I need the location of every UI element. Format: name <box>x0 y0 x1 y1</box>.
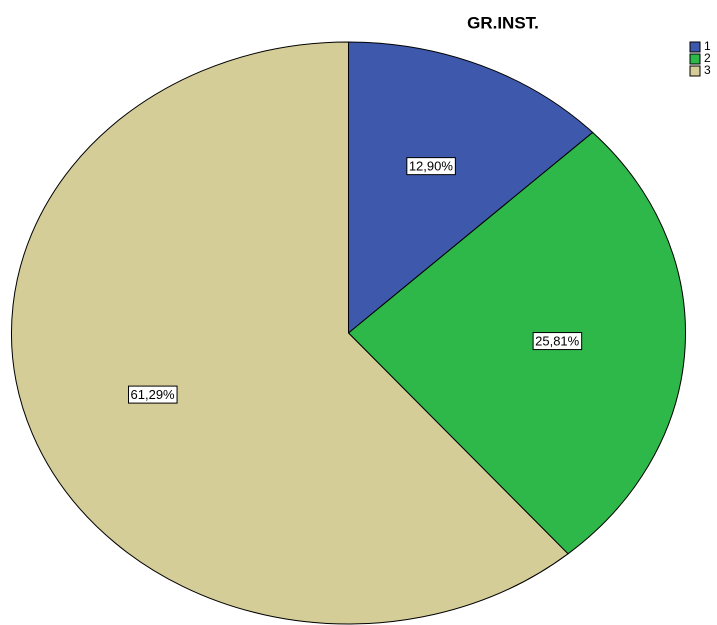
legend-swatch <box>689 53 701 65</box>
pie-slice <box>348 41 594 335</box>
data-label-box <box>532 332 583 351</box>
pie-slice <box>347 131 686 555</box>
data-label-box <box>406 157 456 176</box>
pie-slice <box>11 41 569 625</box>
legend-label: 1 <box>704 39 711 53</box>
data-label: 12,90% <box>409 159 454 174</box>
data-label-box <box>128 385 178 404</box>
legend-swatch <box>689 65 701 77</box>
legend-label: 3 <box>704 63 711 77</box>
data-label: 25,81% <box>535 334 580 349</box>
legend-swatch <box>689 41 701 53</box>
legend-label: 2 <box>704 51 711 65</box>
data-label: 61,29% <box>131 387 176 402</box>
chart-title: GR.INST. <box>467 13 539 32</box>
